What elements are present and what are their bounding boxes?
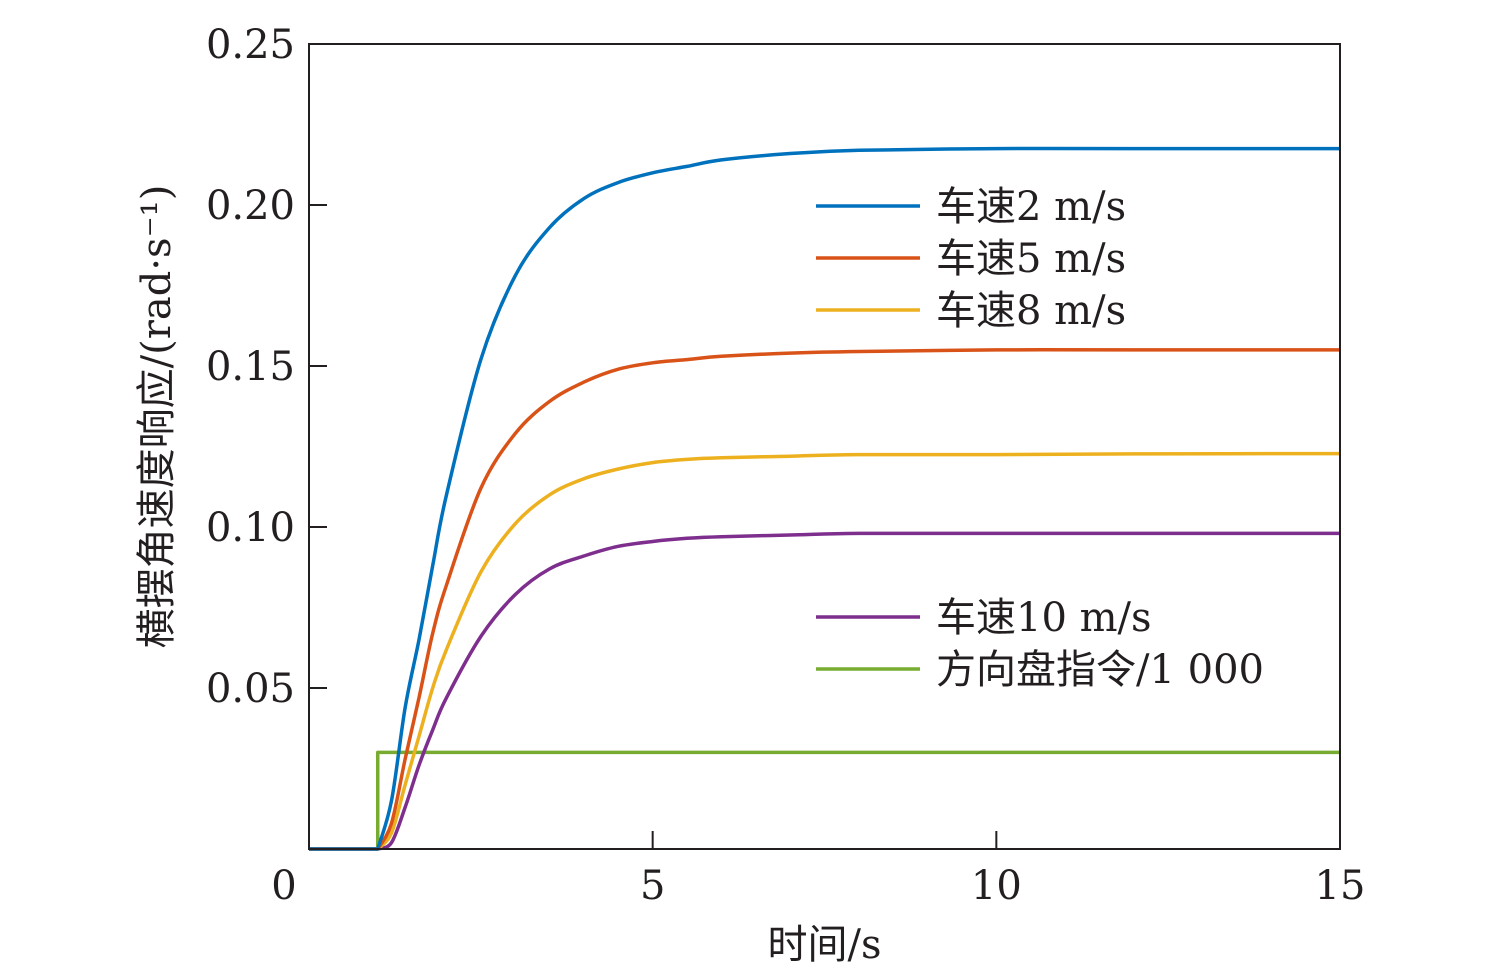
y-tick-label: 0.10 (206, 505, 295, 551)
legend-label-2: 车速5 m/s (936, 236, 1126, 282)
y-tick-label: 0.25 (206, 22, 295, 68)
plot-frame (308, 43, 1341, 850)
legend-label-1: 车速2 m/s (936, 184, 1126, 230)
y-axis-title: 横摆角速度响应/(rad·s⁻¹) (134, 185, 180, 649)
legend-label-4: 车速10 m/s (936, 595, 1152, 641)
series-line-3 (309, 451, 1341, 851)
plot-lines (309, 146, 1341, 851)
legend-label-5: 方向盘指令/1 000 (936, 647, 1264, 693)
axis-ticks: 0 5 10 15 0.05 0.10 0.15 0.20 0.25 (206, 22, 1366, 909)
legend: 车速2 m/s 车速5 m/s 车速8 m/s 车速10 m/s 方向盘指令/1 000 (816, 184, 1264, 693)
series-line-2 (309, 348, 1340, 851)
legend-label-3: 车速8 m/s (936, 288, 1126, 334)
y-tick-label: 0.15 (206, 344, 295, 390)
x-axis-title: 时间/s (767, 922, 881, 968)
x-tick-label: 10 (971, 863, 1022, 909)
x-tick-label: 0 (271, 863, 296, 909)
series-line-5 (309, 750, 1340, 851)
series-line-4 (309, 531, 1340, 851)
x-tick-label: 5 (640, 863, 665, 909)
x-tick-label: 15 (1315, 863, 1366, 909)
y-tick-label: 0.20 (206, 183, 295, 229)
y-tick-label: 0.05 (206, 666, 295, 712)
series-line-1 (309, 146, 1340, 851)
